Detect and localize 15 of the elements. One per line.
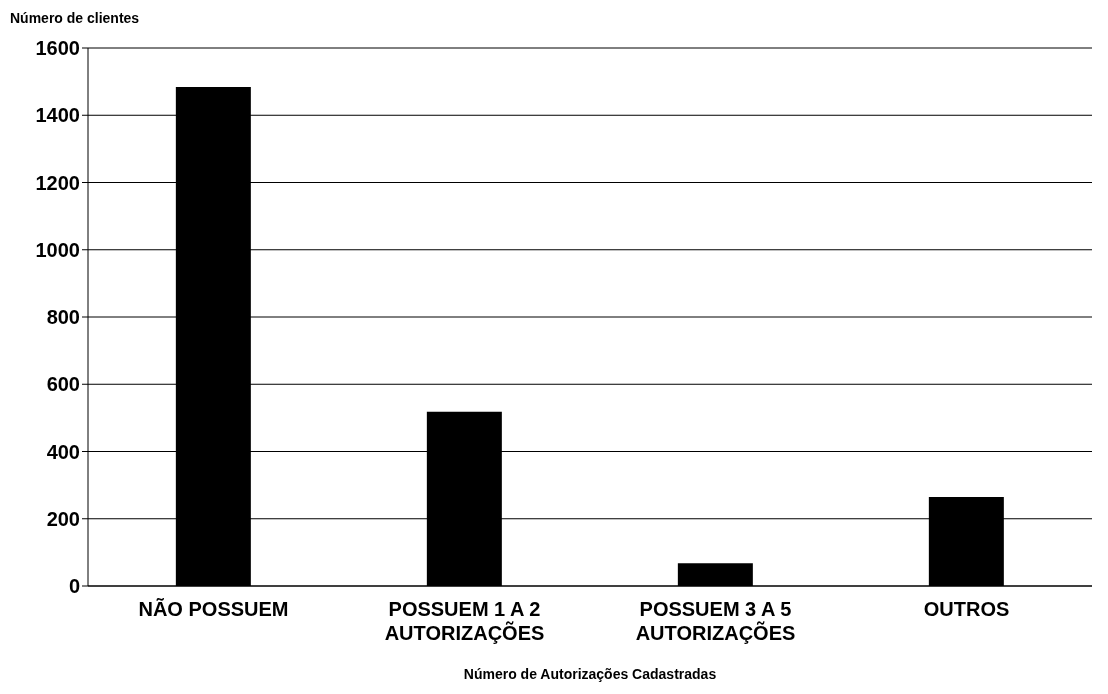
y-tick-label: 1000 [35,238,80,261]
y-tick-label: 400 [46,440,80,463]
y-tick-label: 200 [46,507,80,530]
y-tick-label: 1400 [35,104,80,127]
y-tick-label: 800 [46,306,80,329]
x-axis-title: Número de Autorizações Cadastradas [462,666,718,682]
y-tick-label: 1200 [35,171,80,194]
x-tick-label: NÃO POSSUEM [138,598,289,620]
y-axis-title: Número de clientes [10,10,140,26]
y-tick-label: 0 [68,575,80,598]
y-tick-label: 1600 [35,37,80,60]
y-tick-label: 600 [46,373,80,396]
x-tick-label: OUTROS [923,598,1010,620]
x-tick-label: POSSUEM 3 A 5 AUTORIZAÇÕES [635,598,796,644]
x-tick-label: POSSUEM 1 A 2 AUTORIZAÇÕES [384,598,545,644]
